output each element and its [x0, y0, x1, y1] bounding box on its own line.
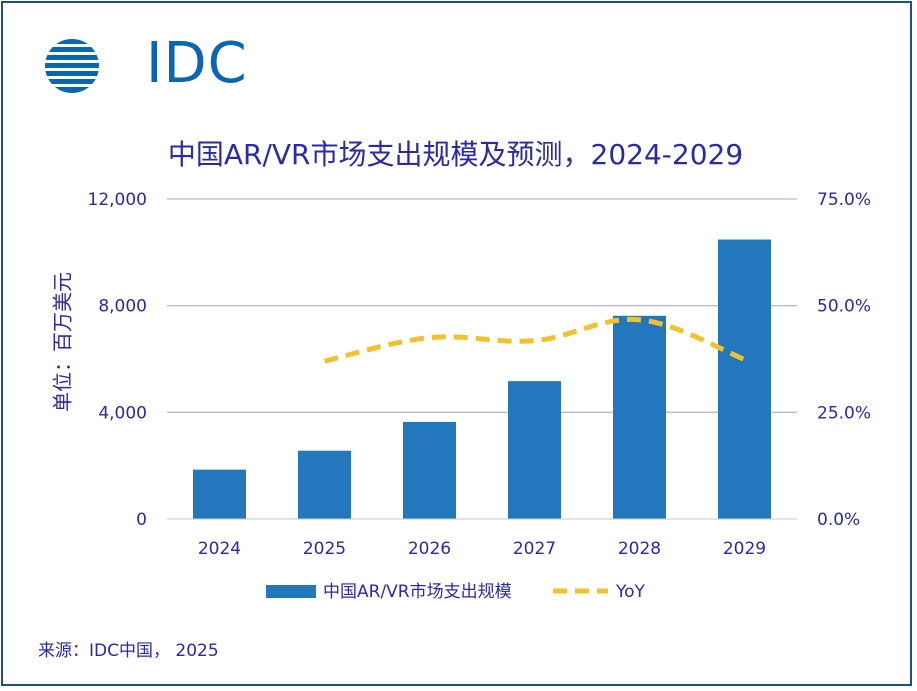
globe-logo-icon	[45, 39, 99, 93]
y-tick-label: 8,000	[98, 297, 147, 317]
x-tick-label: 2026	[408, 539, 451, 559]
y2-tick-label: 75.0%	[817, 190, 871, 210]
y-tick-label: 0	[136, 510, 147, 530]
logo-text: IDC	[146, 31, 248, 96]
y2-tick-label: 0.0%	[817, 510, 860, 530]
legend-line-label: YoY	[615, 582, 646, 602]
y-tick-label: 12,000	[88, 190, 147, 210]
legend-bar-swatch	[266, 585, 316, 598]
bar-2029	[718, 239, 771, 520]
bar-series	[193, 239, 771, 520]
yoy-line-series	[323, 316, 746, 364]
left-axis-ticks: 0 4,000 8,000 12,000	[88, 190, 147, 530]
x-tick-label: 2025	[303, 539, 346, 559]
yoy-line	[323, 316, 746, 364]
bar-2025	[298, 450, 351, 519]
chart-title: 中国AR/VR市场支出规模及预测，2024-2029	[167, 138, 744, 171]
y-axis-label: 单位：百万美元	[51, 272, 75, 412]
x-tick-label: 2024	[198, 539, 241, 559]
x-tick-label: 2028	[618, 539, 661, 559]
bar-2027	[508, 381, 561, 519]
bar-2026	[403, 421, 456, 519]
x-axis-ticks: 2024 2025 2026 2027 2028 2029	[198, 539, 766, 559]
x-tick-label: 2027	[513, 539, 556, 559]
legend: 中国AR/VR市场支出规模 YoY	[266, 582, 646, 602]
gridlines	[167, 198, 797, 413]
bar-2028	[613, 315, 666, 519]
y2-tick-label: 25.0%	[817, 403, 871, 423]
bar-2024	[193, 469, 246, 519]
y-tick-label: 4,000	[98, 403, 147, 423]
right-axis-ticks: 0.0% 25.0% 50.0% 75.0%	[817, 190, 871, 530]
x-tick-label: 2029	[723, 539, 766, 559]
idc-logo: IDC	[44, 32, 247, 96]
source-note: 来源：IDC中国， 2025	[38, 641, 219, 661]
y2-tick-label: 50.0%	[817, 297, 871, 317]
legend-bar-label: 中国AR/VR市场支出规模	[323, 582, 512, 602]
